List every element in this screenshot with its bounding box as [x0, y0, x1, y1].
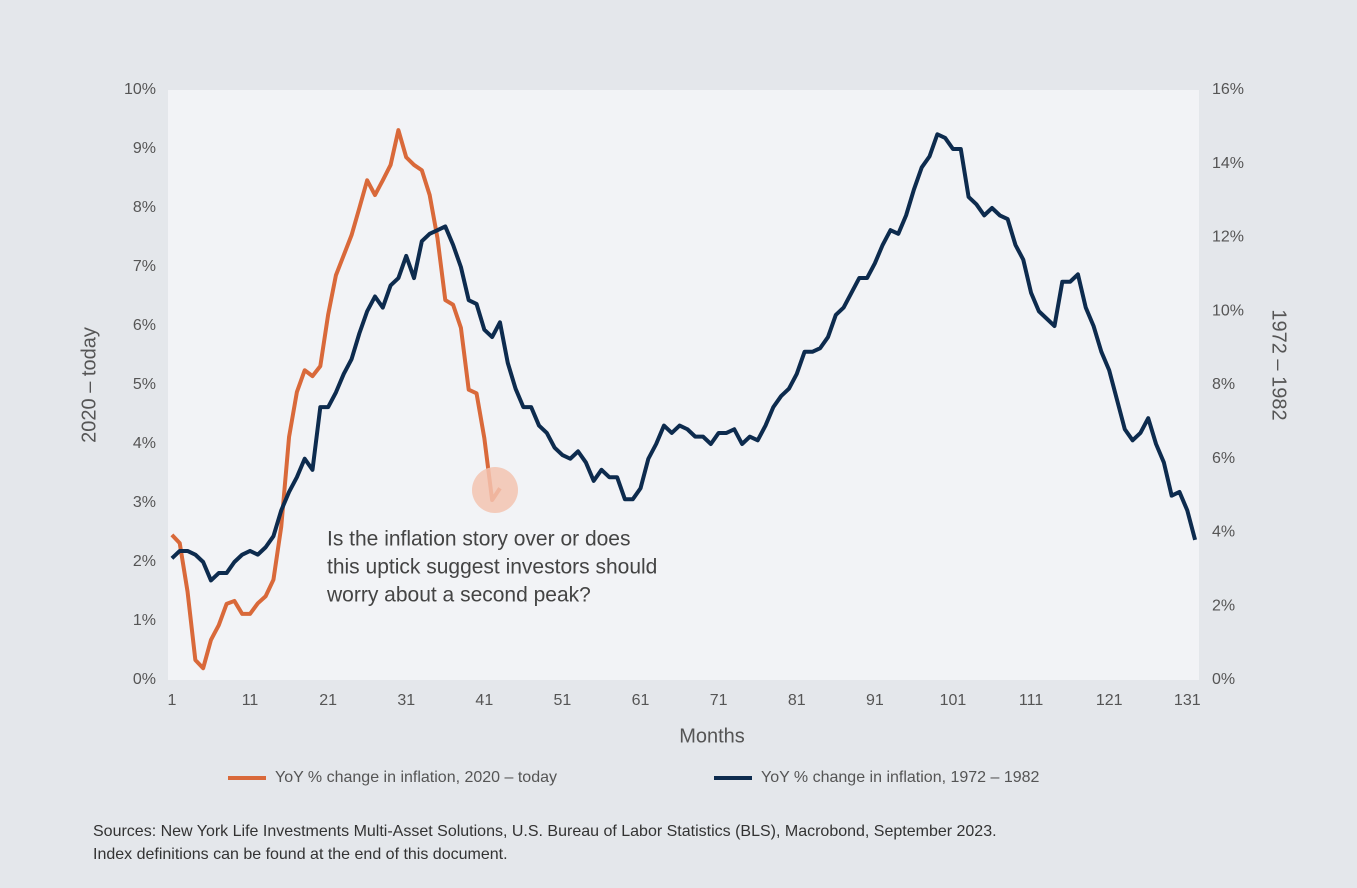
y-tick-label: 6% — [133, 317, 156, 334]
y-tick-label: 8% — [133, 199, 156, 216]
y2-tick-label: 16% — [1212, 81, 1244, 98]
y-tick-label: 1% — [133, 612, 156, 629]
series-line — [170, 132, 1198, 583]
annotation: Is the inflation story over or does — [327, 528, 631, 551]
x-tick-label: 71 — [710, 692, 728, 709]
y2-tick-label: 14% — [1212, 155, 1244, 172]
y-tick-label: 4% — [133, 435, 156, 452]
y2-tick-label: 12% — [1212, 229, 1244, 246]
x-tick-label: 61 — [632, 692, 650, 709]
x-tick-label: 131 — [1174, 692, 1201, 709]
x-tick-label: 31 — [397, 692, 415, 709]
y2-tick-label: 6% — [1212, 450, 1235, 467]
annotation: worry about a second peak? — [326, 584, 591, 607]
plot-area — [168, 90, 1199, 680]
highlight-circle — [472, 467, 518, 513]
y2-axis-title: 1972 – 1982 — [1268, 309, 1290, 420]
y-tick-label: 3% — [133, 494, 156, 511]
x-tick-label: 51 — [554, 692, 572, 709]
source: Sources: New York Life Investments Multi… — [93, 823, 997, 840]
y-tick-label: 9% — [133, 140, 156, 157]
y-axis-title: 2020 – today — [78, 327, 100, 443]
x-tick-label: 1 — [167, 692, 176, 709]
x-tick-label: 91 — [866, 692, 884, 709]
y2-tick-label: 4% — [1212, 524, 1235, 541]
x-tick-label: 111 — [1019, 692, 1043, 709]
x-tick-label: 11 — [242, 692, 259, 709]
x-axis-title: Months — [679, 725, 745, 747]
y-tick-label: 0% — [133, 671, 156, 688]
y2-tick-label: 2% — [1212, 597, 1235, 614]
y2-tick-label: 0% — [1212, 671, 1235, 688]
y-tick-label: 7% — [133, 258, 156, 275]
x-tick-label: 121 — [1096, 692, 1123, 709]
y-tick-label: 5% — [133, 376, 156, 393]
legend-label: YoY % change in inflation, 1972 – 1982 — [761, 769, 1040, 786]
x-tick-label: 21 — [319, 692, 337, 709]
legend-label: YoY % change in inflation, 2020 – today — [275, 769, 557, 786]
y2-tick-label: 8% — [1212, 376, 1235, 393]
x-tick-label: 81 — [788, 692, 806, 709]
series-line — [170, 128, 502, 671]
y2-tick-label: 10% — [1212, 302, 1244, 319]
x-tick-label: 101 — [940, 692, 967, 709]
annotation: this uptick suggest investors should — [327, 556, 657, 579]
x-tick-label: 41 — [475, 692, 493, 709]
source: Index definitions can be found at the en… — [93, 846, 508, 863]
y-tick-label: 2% — [133, 553, 156, 570]
y-tick-label: 10% — [124, 81, 156, 98]
